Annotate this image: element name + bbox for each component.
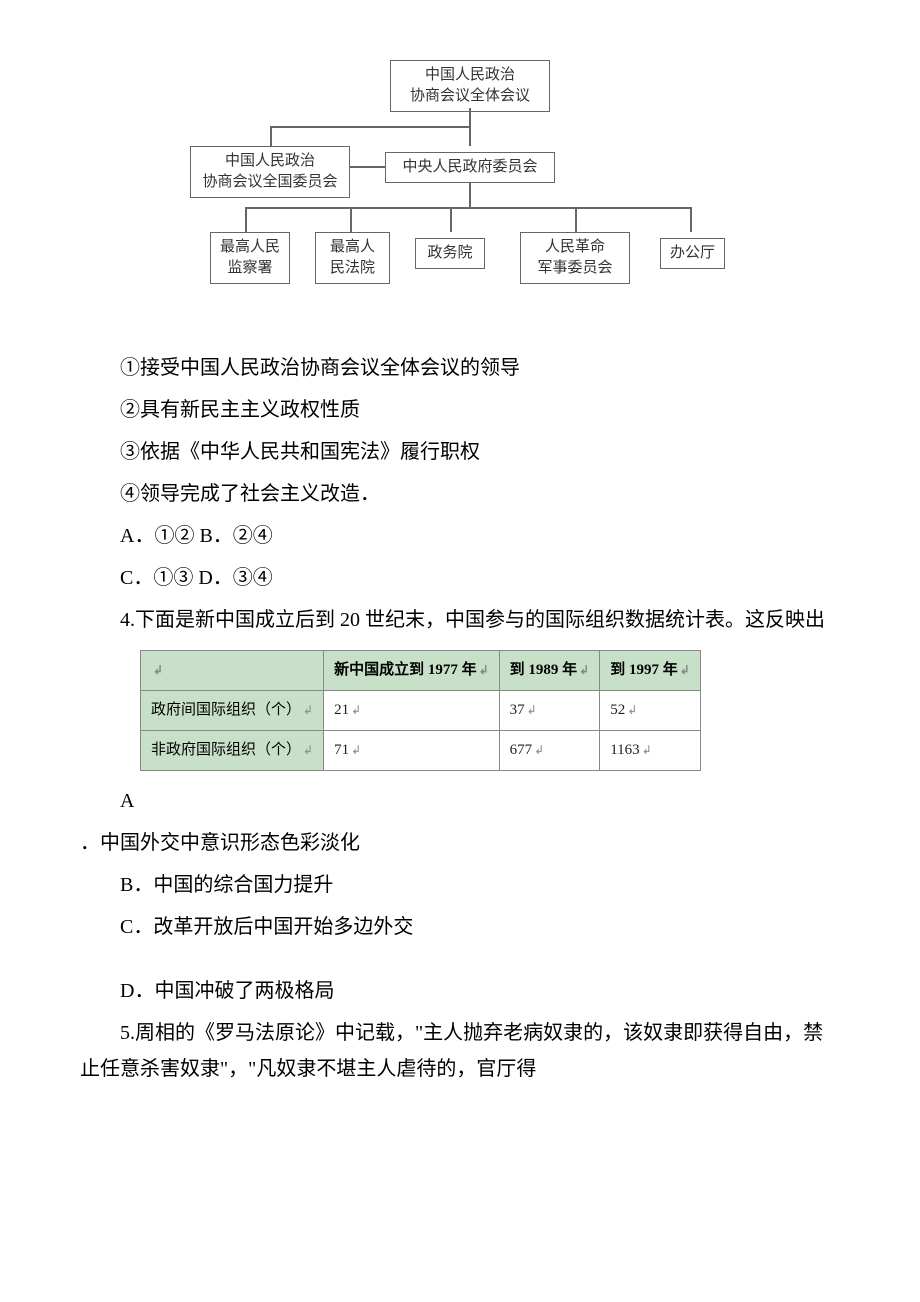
return-icon: ↲ xyxy=(479,663,489,677)
org-bottom-5: 办公厅 xyxy=(660,238,725,269)
org-line xyxy=(350,207,352,232)
org-chart: 中国人民政治协商会议全体会议 中国人民政治协商会议全国委员会 中央人民政府委员会… xyxy=(190,60,730,320)
return-icon: ↲ xyxy=(303,703,313,717)
org-top-box: 中国人民政治协商会议全体会议 xyxy=(390,60,550,112)
statement-4: ④领导完成了社会主义改造． xyxy=(80,476,840,512)
cell-text: 到 1997 年 xyxy=(610,662,678,678)
cell-text: 677 xyxy=(510,742,533,758)
q4-opt-d: D．中国冲破了两极格局 xyxy=(80,973,840,1009)
return-icon: ↲ xyxy=(642,743,652,757)
statement-1: ①接受中国人民政治协商会议全体会议的领导 xyxy=(80,350,840,386)
org-bottom-2-text: 最高人民法院 xyxy=(330,239,375,276)
org-line xyxy=(469,108,471,126)
q4-r1-c3: 52↲ xyxy=(600,691,701,731)
return-icon: ↲ xyxy=(534,743,544,757)
org-line xyxy=(575,207,577,232)
org-line xyxy=(270,126,470,128)
q4-r1-c1: 21↲ xyxy=(324,691,500,731)
q4-r2-c2: 677↲ xyxy=(499,731,600,771)
org-bottom-3: 政务院 xyxy=(415,238,485,269)
cell-text: 政府间国际组织（个） xyxy=(151,702,301,718)
cell-text: 71 xyxy=(334,742,349,758)
cell-text: 52 xyxy=(610,702,625,718)
org-line xyxy=(469,182,471,207)
q3-options-line2: C．①③ D．③④ xyxy=(80,560,840,596)
org-line xyxy=(690,207,692,232)
return-icon: ↲ xyxy=(351,743,361,757)
return-icon: ↲ xyxy=(680,663,690,677)
org-bottom-1-text: 最高人民监察署 xyxy=(220,239,280,276)
org-bottom-5-text: 办公厅 xyxy=(670,245,715,261)
cell-text: 1163 xyxy=(610,742,639,758)
q4-r1-label: 政府间国际组织（个）↲ xyxy=(141,691,324,731)
cell-text: 新中国成立到 1977 年 xyxy=(334,662,477,678)
org-bottom-3-text: 政务院 xyxy=(427,245,472,261)
cell-text: 到 1989 年 xyxy=(510,662,578,678)
q4-stem: 4.下面是新中国成立后到 20 世纪末，中国参与的国际组织数据统计表。这反映出 xyxy=(80,602,840,638)
q4-opt-a-1: A xyxy=(80,783,840,819)
q4-opt-c: C．改革开放后中国开始多边外交 xyxy=(80,909,840,945)
q4-r2-c3: 1163↲ xyxy=(600,731,701,771)
org-line xyxy=(469,126,471,146)
q4-table: ↲ 新中国成立到 1977 年↲ 到 1989 年↲ 到 1997 年↲ 政府间… xyxy=(140,650,701,771)
org-center-gov: 中央人民政府委员会 xyxy=(385,152,555,183)
return-icon: ↲ xyxy=(527,703,537,717)
org-bottom-1: 最高人民监察署 xyxy=(210,232,290,284)
statement-3: ③依据《中华人民共和国宪法》履行职权 xyxy=(80,434,840,470)
return-icon: ↲ xyxy=(303,743,313,757)
org-line xyxy=(450,207,452,232)
org-line xyxy=(245,207,690,209)
org-bottom-2: 最高人民法院 xyxy=(315,232,390,284)
q4-opt-b: B．中国的综合国力提升 xyxy=(80,867,840,903)
org-left-text: 中国人民政治协商会议全国委员会 xyxy=(202,153,337,190)
q3-options-line1: A．①② B．②④ xyxy=(80,518,840,554)
q4-r2-label: 非政府国际组织（个）↲ xyxy=(141,731,324,771)
return-icon: ↲ xyxy=(579,663,589,677)
return-icon: ↲ xyxy=(351,703,361,717)
q5-stem: 5.周相的《罗马法原论》中记载，"主人抛弃老病奴隶的，该奴隶即获得自由，禁止任意… xyxy=(80,1015,840,1087)
org-line xyxy=(350,166,385,168)
q4-th-1: 新中国成立到 1977 年↲ xyxy=(324,651,500,691)
statement-2: ②具有新民主主义政权性质 xyxy=(80,392,840,428)
q4-th-blank: ↲ xyxy=(141,651,324,691)
cell-text: 21 xyxy=(334,702,349,718)
q4-th-2: 到 1989 年↲ xyxy=(499,651,600,691)
org-bottom-4-text: 人民革命军事委员会 xyxy=(537,239,612,276)
org-line xyxy=(270,126,272,146)
org-bottom-4: 人民革命军事委员会 xyxy=(520,232,630,284)
org-line xyxy=(245,207,247,232)
q4-th-3: 到 1997 年↲ xyxy=(600,651,701,691)
return-icon: ↲ xyxy=(153,663,163,677)
cell-text: 37 xyxy=(510,702,525,718)
q4-r1-c2: 37↲ xyxy=(499,691,600,731)
q4-r2-c1: 71↲ xyxy=(324,731,500,771)
cell-text: 非政府国际组织（个） xyxy=(151,742,301,758)
return-icon: ↲ xyxy=(627,703,637,717)
org-top-text: 中国人民政治协商会议全体会议 xyxy=(410,67,530,104)
org-left-committee: 中国人民政治协商会议全国委员会 xyxy=(190,146,350,198)
org-center-text: 中央人民政府委员会 xyxy=(402,159,537,175)
q4-opt-a-2: ．中国外交中意识形态色彩淡化 xyxy=(80,825,840,861)
